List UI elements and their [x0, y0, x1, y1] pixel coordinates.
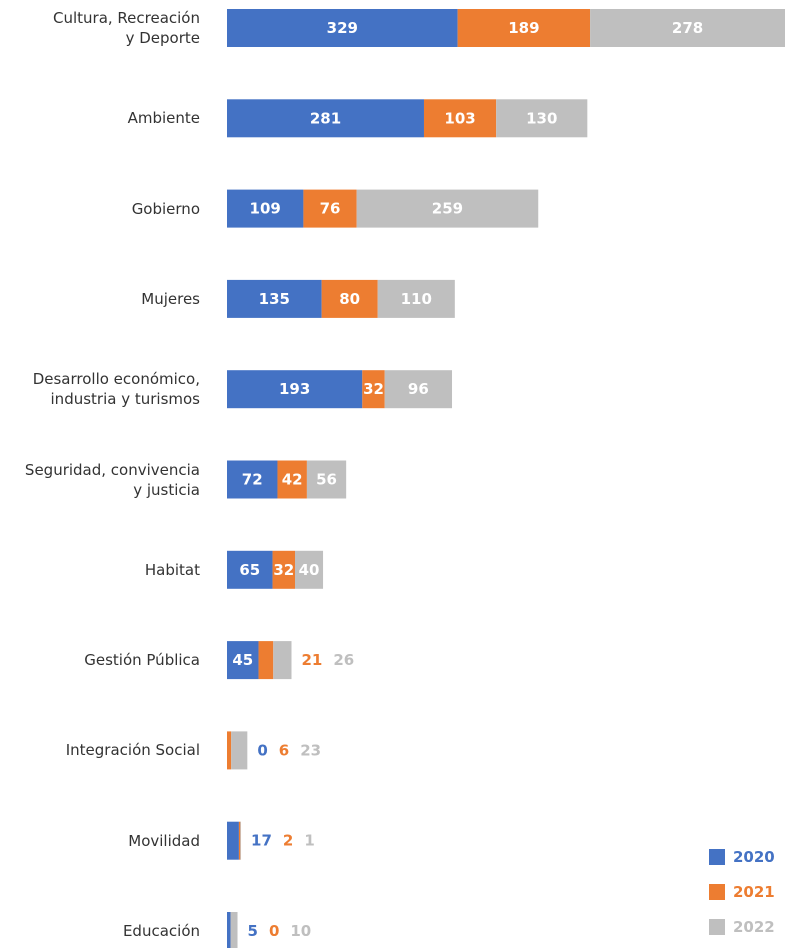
bar-segment	[590, 9, 785, 47]
bar-segment	[377, 279, 455, 318]
bar-segment	[227, 99, 424, 138]
bar-segment	[227, 821, 239, 860]
value-label: 189	[508, 19, 539, 37]
bar-segment	[227, 731, 232, 770]
bar-segment	[227, 9, 458, 47]
value-label: 193	[279, 380, 310, 398]
bar-segment	[321, 279, 378, 318]
value-label: 110	[401, 290, 432, 308]
bar-segment	[496, 99, 588, 138]
category-label: Cultura, Recreación y Deporte	[52, 9, 200, 47]
legend-swatch	[709, 919, 725, 935]
bar-segment	[238, 821, 241, 860]
bar-segment	[231, 731, 248, 770]
legend-label: 2022	[733, 918, 775, 936]
category-label: Habitat	[144, 560, 200, 579]
bar-segment	[227, 550, 273, 589]
bar-segment	[303, 189, 357, 228]
value-label: 40	[299, 561, 320, 579]
value-label: 0	[257, 741, 267, 759]
value-label: 32	[363, 380, 384, 398]
value-label: 1	[304, 832, 314, 850]
value-label: 26	[333, 651, 354, 669]
value-label: 103	[444, 109, 475, 127]
value-label: 65	[239, 561, 260, 579]
value-label: 72	[242, 471, 263, 489]
value-label: 259	[432, 200, 463, 218]
legend-label: 2021	[733, 883, 775, 901]
value-label: 2	[283, 832, 293, 850]
bar-segment	[294, 550, 324, 589]
legend-label: 2020	[733, 848, 775, 866]
value-label: 80	[339, 290, 360, 308]
value-label: 42	[282, 471, 303, 489]
bar-segment	[272, 550, 295, 589]
value-label: 21	[301, 651, 322, 669]
bar-segment	[384, 370, 453, 409]
value-label: 5	[248, 922, 258, 940]
bar-segment	[277, 460, 307, 499]
value-label: 76	[320, 200, 341, 218]
bar-segment	[356, 189, 539, 228]
category-label: Educación	[122, 922, 200, 940]
bar-segment	[227, 912, 231, 948]
value-label: 281	[310, 109, 341, 127]
bar-segment	[362, 370, 385, 409]
legend-swatch	[709, 849, 725, 865]
bar-segment	[240, 821, 242, 860]
bar-segment	[227, 279, 322, 318]
bar-segment	[258, 641, 274, 680]
value-label: 96	[408, 380, 429, 398]
category-label: Integración Social	[65, 741, 200, 760]
bar-segment	[230, 912, 238, 948]
value-label: 278	[672, 19, 703, 37]
bar-segment	[306, 460, 347, 499]
value-label: 135	[259, 290, 290, 308]
category-label: Ambiente	[127, 109, 200, 128]
category-label: Mujeres	[141, 289, 200, 308]
bar-segment	[227, 460, 278, 499]
legend-swatch	[709, 884, 725, 900]
bar-segment	[227, 370, 363, 409]
bar-segment	[273, 641, 292, 680]
value-label: 23	[300, 741, 321, 759]
category-label: Gobierno	[131, 199, 200, 218]
category-label: Desarrollo económico, industria y turism…	[32, 370, 200, 409]
value-label: 130	[526, 109, 557, 127]
value-label: 17	[251, 832, 272, 850]
value-label: 109	[250, 200, 281, 218]
value-label: 45	[232, 651, 253, 669]
bar-segment	[227, 189, 304, 228]
bar-segment	[457, 9, 591, 47]
value-label: 0	[269, 922, 279, 940]
value-label: 10	[290, 922, 311, 940]
value-label: 32	[273, 561, 294, 579]
category-label: Movilidad	[128, 831, 200, 850]
bar-segment	[227, 641, 259, 680]
category-label: Seguridad, convivencia y justicia	[24, 460, 200, 499]
bar-segment	[423, 99, 497, 138]
category-label: Gestión Pública	[84, 651, 200, 670]
value-label: 6	[279, 741, 289, 759]
value-label: 56	[316, 471, 337, 489]
value-label: 329	[327, 19, 358, 37]
